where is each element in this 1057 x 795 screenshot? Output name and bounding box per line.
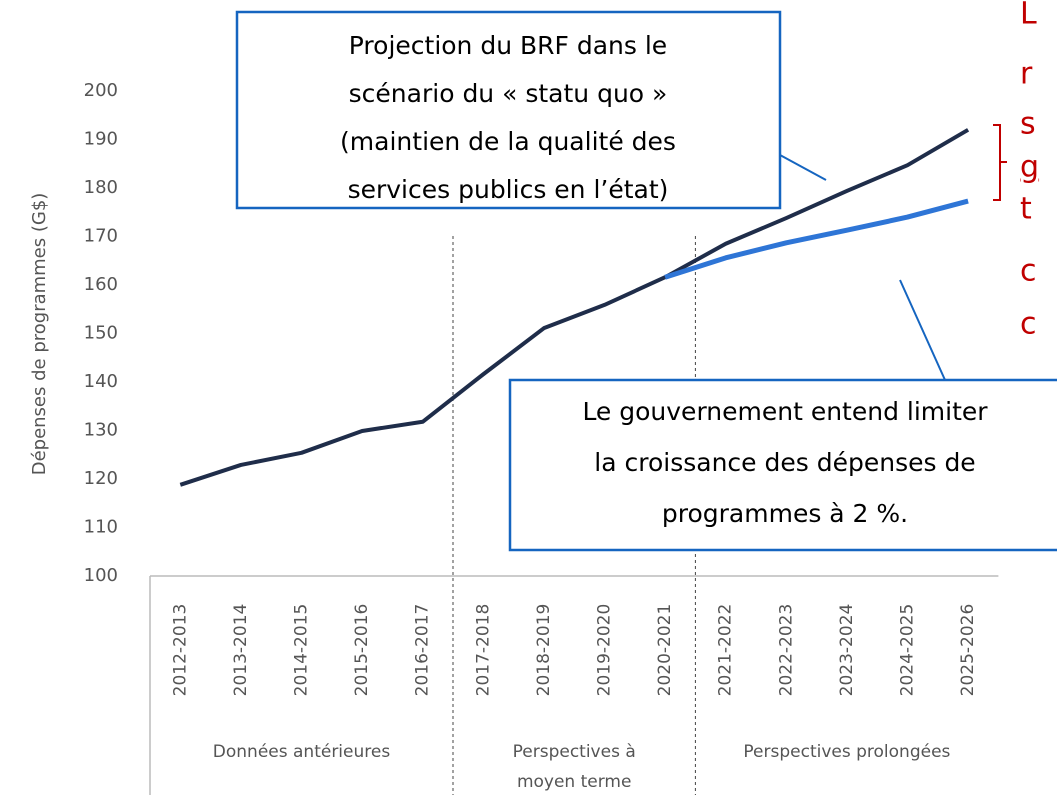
x-tick-label: 2022-2023 [776,604,796,697]
y-tick-label: 140 [84,371,118,392]
y-tick-label: 130 [84,420,118,441]
annotation-text: services publics en l’état) [348,175,669,204]
y-tick-label: 200 [84,80,118,101]
annotation-text: (maintien de la qualité des [340,127,676,156]
group-label: Données antérieures [213,742,391,762]
group-label: moyen terme [517,772,632,792]
side-note: c [1020,254,1037,289]
y-tick-label: 160 [84,274,118,295]
x-tick-label: 2023-2024 [837,604,857,697]
annotation-box [508,378,1057,552]
x-tick-label: 2020-2021 [655,604,675,697]
y-tick-label: 190 [84,129,118,150]
x-tick-label: 2019-2020 [595,604,615,697]
x-tick-label: 2021-2022 [716,604,736,697]
annotation-box [235,10,782,210]
y-tick-label: 150 [84,323,118,344]
x-tick-label: 2015-2016 [352,604,372,697]
y-axis-label: Dépenses de programmes (G$) [29,193,50,476]
side-note: t [1020,192,1032,227]
side-note: r [1020,57,1033,92]
y-tick-label: 170 [84,226,118,247]
side-note: L [1020,0,1037,32]
x-tick-label: 2013-2014 [231,604,251,697]
y-tick-label: 100 [84,565,118,586]
annotation-text: la croissance des dépenses de [594,448,975,477]
annotation-text: Le gouvernement entend limiter [582,397,988,426]
y-tick-label: 120 [84,468,118,489]
x-tick-label: 2018-2019 [534,604,554,697]
y-tick-label: 180 [84,177,118,198]
x-tick-label: 2016-2017 [413,604,433,697]
annotation-text: programmes à 2 %. [662,499,908,528]
x-tick-label: 2025-2026 [958,604,978,697]
y-tick-label: 110 [84,517,118,538]
annotation-text: Projection du BRF dans le [349,31,667,60]
annotation-pointer [899,279,946,381]
x-tick-label: 2012-2013 [170,604,190,697]
side-note: g [1020,150,1039,185]
group-label: Perspectives à [513,742,636,762]
side-note: c [1020,307,1037,342]
bracket [993,124,1007,201]
series-line [664,198,969,280]
x-tick-label: 2024-2025 [898,604,918,697]
x-tick-label: 2014-2015 [292,604,312,697]
group-label: Perspectives prolongées [743,742,950,762]
side-note: s [1020,107,1036,142]
annotation-pointer [779,154,827,181]
annotation-text: scénario du « statu quo » [349,79,668,108]
x-tick-label: 2017-2018 [473,604,493,697]
series-line [179,128,970,487]
